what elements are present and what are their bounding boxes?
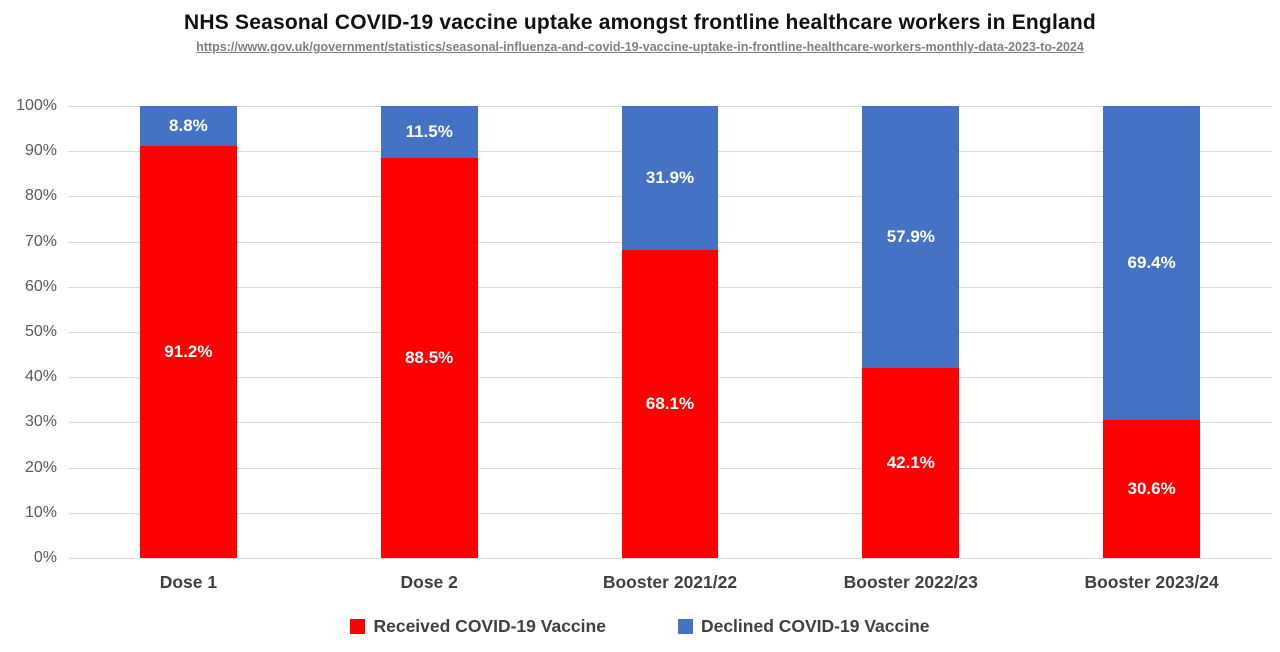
category-slot: 57.9% 42.1% — [790, 106, 1031, 558]
y-tick-label: 100% — [16, 97, 57, 114]
stacked-bar: 57.9% 42.1% — [862, 106, 960, 558]
bar-segment: 68.1% — [621, 250, 719, 558]
stacked-bar: 69.4% 30.6% — [1103, 106, 1200, 558]
gridline: 0% — [34, 549, 1272, 566]
bar-segment: 31.9% — [621, 106, 719, 251]
y-tick-label: 60% — [24, 277, 57, 295]
bar-segment: 30.6% — [1103, 419, 1200, 558]
y-tick-label: 0% — [33, 549, 57, 566]
legend-label: Declined COVID-19 Vaccine — [700, 616, 930, 636]
bar-segment-label: 69.4% — [1127, 252, 1176, 272]
legend-item: Declined COVID-19 Vaccine — [677, 616, 930, 637]
bar-segment: 8.8% — [140, 106, 237, 146]
y-tick-label: 30% — [24, 413, 57, 431]
category-slot: 31.9% 68.1% — [550, 106, 791, 558]
plot-area: 0% 10% 20% 30% 40% 50% 60% 70% 80% 90% 100% 8.8% 91… — [16, 97, 1272, 566]
bar-segment: 88.5% — [380, 157, 478, 558]
stacked-bar: 11.5% 88.5% — [380, 106, 478, 558]
bar-segment-label: 30.6% — [1127, 478, 1176, 498]
stacked-bar: 31.9% 68.1% — [621, 106, 719, 558]
legend-swatch-icon — [350, 619, 366, 634]
y-tick-label: 10% — [24, 503, 57, 521]
bar-segment-label: 11.5% — [405, 122, 453, 141]
x-axis-label: Dose 2 — [400, 572, 458, 592]
y-tick-label: 50% — [24, 323, 57, 340]
category-slot: 69.4% 30.6% — [1031, 106, 1272, 558]
x-axis-label: Booster 2023/24 — [1084, 572, 1219, 592]
bar-segment: 42.1% — [862, 367, 960, 558]
bar-segment-label: 91.2% — [164, 341, 213, 361]
bar-segment-label: 42.1% — [886, 452, 935, 472]
bar-segment-label: 88.5% — [405, 347, 454, 367]
category-slot: 11.5% 88.5% — [309, 106, 550, 558]
legend-swatch-icon — [677, 619, 693, 634]
x-axis-label: Booster 2021/22 — [602, 572, 738, 592]
x-axis: Dose 1 Dose 2 Booster 2021/22 Booster 2022/… — [68, 572, 1272, 593]
y-tick-label: 70% — [24, 232, 57, 250]
category-slot: 8.8% 91.2% — [68, 106, 309, 558]
y-tick-label: 20% — [24, 458, 57, 476]
y-tick-label: 80% — [24, 187, 57, 205]
bar-segment-label: 8.8% — [169, 115, 208, 135]
page-title: NHS Seasonal COVID-19 vaccine uptake amo… — [184, 11, 1096, 34]
legend: Received COVID-19 Vaccine Declined COVID-… — [0, 616, 1280, 637]
bar-segment-label: 31.9% — [645, 168, 695, 188]
y-tick-label: 90% — [24, 142, 57, 160]
legend-label: Received COVID-19 Vaccine — [373, 616, 606, 636]
y-tick-label: 40% — [24, 368, 57, 386]
bar-segment-label: 57.9% — [886, 226, 935, 246]
bar-segment: 69.4% — [1103, 106, 1200, 420]
chart-header: NHS Seasonal COVID-19 vaccine uptake amo… — [0, 0, 1280, 56]
bar-segment: 57.9% — [862, 106, 960, 368]
bar-segment: 11.5% — [380, 106, 478, 158]
x-axis-label: Booster 2022/23 — [843, 572, 978, 592]
bar-segment: 91.2% — [140, 145, 237, 558]
legend-item: Received COVID-19 Vaccine — [350, 616, 606, 637]
bar-segment-label: 68.1% — [645, 394, 695, 414]
stacked-bar: 8.8% 91.2% — [140, 106, 237, 558]
source-link[interactable]: https://www.gov.uk/government/statistics… — [196, 40, 1084, 54]
bars-layer: 8.8% 91.2% 11.5% 88.5% 31.9% 68.1% 57.9% 42.1% 6… — [68, 106, 1272, 558]
x-axis-label: Dose 1 — [159, 572, 218, 592]
